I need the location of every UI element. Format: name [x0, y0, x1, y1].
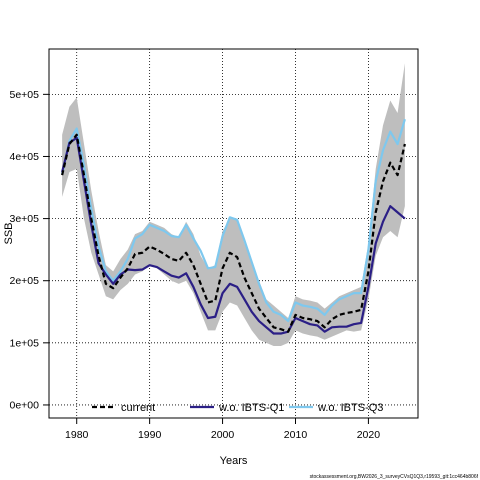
plot-frame: [48, 48, 419, 419]
series-lines-layer: [61, 118, 406, 335]
x-tick-label: 2020: [357, 429, 381, 441]
legend-label: w.o. IBTS-Q3: [317, 402, 383, 414]
confidence-band: [62, 63, 405, 346]
x-axis-title: Years: [220, 455, 248, 467]
series-line-wo-ibts-q1: [61, 136, 406, 335]
confidence-band-layer: [62, 63, 405, 346]
y-tick-label: 2e+05: [10, 275, 40, 287]
y-axis-title: SSB: [3, 222, 15, 244]
x-tick-label: 1990: [138, 429, 162, 441]
legend-label: current: [121, 402, 155, 414]
series-line-current: [61, 133, 406, 333]
y-tick-label: 1e+05: [10, 337, 40, 349]
x-tick-label: 1980: [65, 429, 89, 441]
series-line-wo-ibts-q3: [61, 118, 406, 323]
x-tick-label: 2000: [211, 429, 235, 441]
x-tick-label: 2010: [284, 429, 308, 441]
y-tick-label: 3e+05: [10, 213, 40, 225]
y-tick-label: 5e+05: [10, 89, 40, 101]
axes-layer: 1980 1990 2000 2010 2020 0e+00 1e+05 2e+05 3e+05…: [10, 89, 381, 441]
footnote: stockassessment.org,BW2026_3_surveyCVsQ1…: [310, 474, 479, 480]
y-tick-label: 4e+05: [10, 151, 40, 163]
legend: current w.o. IBTS-Q1 w.o. IBTS-Q3: [92, 402, 383, 414]
y-tick-label: 0e+00: [10, 399, 40, 411]
legend-label: w.o. IBTS-Q1: [218, 402, 284, 414]
